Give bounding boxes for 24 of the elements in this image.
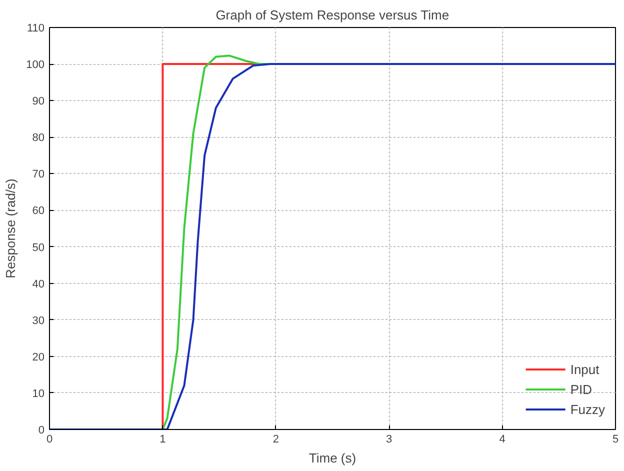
y-tick-label: 40 <box>32 278 45 290</box>
y-tick-label: 80 <box>32 132 45 144</box>
x-tick-label: 2 <box>272 434 279 446</box>
x-axis-title: Time (s) <box>308 450 356 466</box>
y-axis-title: Response (rad/s) <box>3 178 18 278</box>
y-tick-label: 60 <box>32 205 45 218</box>
y-tick-label: 0 <box>38 424 45 436</box>
x-tick-label: 4 <box>499 434 506 446</box>
y-tick-label: 10 <box>32 388 45 400</box>
y-tick-label: 110 <box>26 22 45 34</box>
x-tick-label: 0 <box>46 434 53 446</box>
y-tick-label: 90 <box>32 96 45 108</box>
y-tick-label: 70 <box>32 168 45 181</box>
y-tick-label: 100 <box>26 59 45 72</box>
legend-label: PID <box>570 382 592 396</box>
x-tick-label: 3 <box>386 434 392 446</box>
x-tick-label: 5 <box>612 434 619 446</box>
y-tick-label: 50 <box>32 242 45 254</box>
legend-label: Fuzzy <box>570 402 605 416</box>
chart-title: Graph of System Response versus Time <box>216 8 450 22</box>
y-tick-label: 20 <box>32 351 45 364</box>
legend-label: Input <box>570 362 600 376</box>
x-tick-label: 1 <box>160 434 166 446</box>
y-tick-label: 30 <box>32 314 45 327</box>
